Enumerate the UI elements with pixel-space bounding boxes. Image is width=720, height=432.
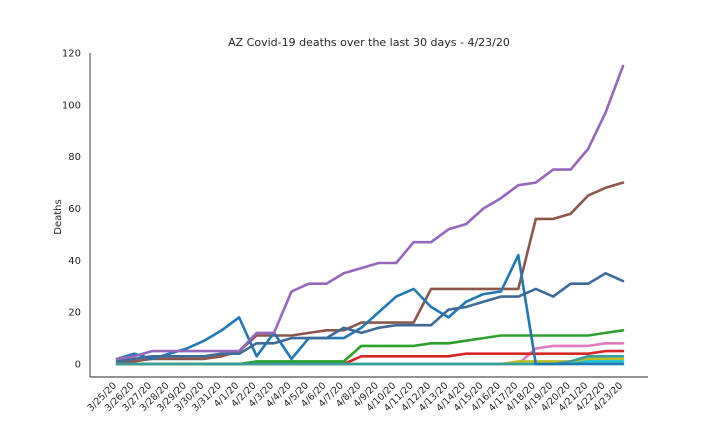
series-line: [115, 181, 625, 363]
series-line: [115, 271, 625, 363]
series-line: [115, 253, 625, 366]
y-tick-label: 100: [62, 100, 81, 111]
y-tick-label: 120: [62, 49, 81, 60]
y-axis-ticks: 0 20 40 60 80 100 120: [62, 49, 81, 371]
y-tick-label: 40: [68, 256, 81, 267]
y-tick-label: 60: [68, 204, 81, 215]
series-line: [115, 64, 625, 361]
y-axis-label: Deaths: [53, 199, 64, 234]
y-tick-label: 20: [68, 308, 81, 319]
y-tick-label: 80: [68, 152, 81, 163]
x-axis-ticks: 3/25/203/26/203/27/203/28/203/29/203/30/…: [85, 380, 625, 414]
chart-title: AZ Covid-19 deaths over the last 30 days…: [228, 36, 510, 49]
y-tick-label: 0: [75, 360, 81, 371]
series-lines: [115, 64, 625, 366]
